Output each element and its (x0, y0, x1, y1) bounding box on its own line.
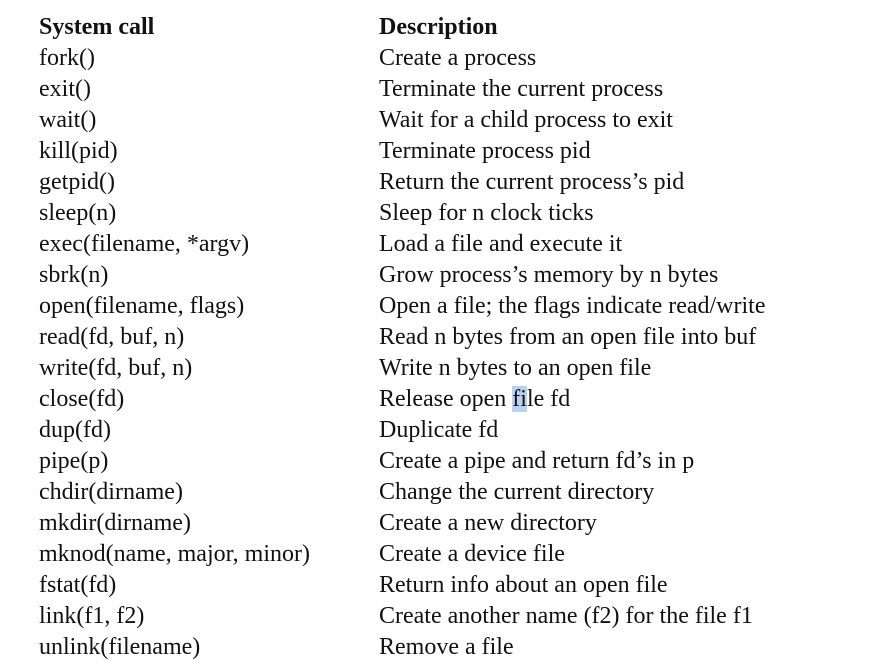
syscall-description[interactable]: Open a file; the flags indicate read/wri… (379, 293, 766, 319)
table-row: pipe(p) Create a pipe and return fd’s in … (39, 446, 859, 477)
syscall-name[interactable]: read(fd, buf, n) (39, 324, 185, 350)
table-row: mknod(name, major, minor) Create a device… (39, 539, 859, 570)
syscall-description[interactable]: Create a device file (379, 541, 565, 567)
table-row: close(fd) Release open file fd (39, 384, 859, 415)
syscall-description[interactable]: Remove a file (379, 634, 514, 660)
table-row: mkdir(dirname) Create a new directory (39, 508, 859, 539)
syscall-description[interactable]: Sleep for n clock ticks (379, 200, 594, 226)
syscall-name[interactable]: getpid() (39, 169, 115, 195)
syscall-name[interactable]: fork() (39, 45, 95, 71)
table-body: fork() Create a process exit() Terminate th… (39, 43, 859, 663)
syscall-name[interactable]: pipe(p) (39, 448, 109, 474)
table-row: kill(pid) Terminate process pid (39, 136, 859, 167)
text-selection[interactable]: fi (512, 386, 527, 412)
syscall-name[interactable]: write(fd, buf, n) (39, 355, 193, 381)
syscall-description[interactable]: Return info about an open file (379, 572, 668, 598)
syscall-description[interactable]: Write n bytes to an open file (379, 355, 652, 381)
syscall-description[interactable]: Release open file fd (379, 384, 570, 415)
syscall-description[interactable]: Terminate process pid (379, 138, 591, 164)
syscall-description[interactable]: Grow process’s memory by n bytes (379, 262, 719, 288)
table-row: open(filename, flags) Open a file; the fl… (39, 291, 859, 322)
syscall-table: System call Description fork() Create a p… (39, 12, 859, 663)
table-row: write(fd, buf, n) Write n bytes to an ope… (39, 353, 859, 384)
table-header: System call Description (39, 12, 859, 43)
syscall-description[interactable]: Read n bytes from an open file into buf (379, 324, 757, 350)
table-row: link(f1, f2) Create another name (f2) for… (39, 601, 859, 632)
syscall-name[interactable]: mkdir(dirname) (39, 510, 191, 536)
description-text-after-selection: le fd (526, 386, 571, 412)
syscall-name[interactable]: fstat(fd) (39, 572, 117, 598)
table-row: exec(filename, *argv) Load a file and exe… (39, 229, 859, 260)
syscall-description[interactable]: Create a pipe and return fd’s in p (379, 448, 695, 474)
header-description: Description (379, 14, 498, 40)
syscall-name[interactable]: kill(pid) (39, 138, 118, 164)
syscall-name[interactable]: dup(fd) (39, 417, 111, 443)
syscall-name[interactable]: close(fd) (39, 386, 125, 412)
table-row: fork() Create a process (39, 43, 859, 74)
syscall-name[interactable]: link(f1, f2) (39, 603, 145, 629)
table-row: sbrk(n) Grow process’s memory by n bytes (39, 260, 859, 291)
syscall-description[interactable]: Load a file and execute it (379, 231, 623, 257)
syscall-name[interactable]: wait() (39, 107, 97, 133)
table-row: read(fd, buf, n) Read n bytes from an ope… (39, 322, 859, 353)
description-text-before-selection: Release open (379, 386, 513, 412)
syscall-description[interactable]: Create another name (f2) for the file f1 (379, 603, 753, 629)
syscall-name[interactable]: unlink(filename) (39, 634, 201, 660)
table-row: sleep(n) Sleep for n clock ticks (39, 198, 859, 229)
header-system-call: System call (39, 14, 155, 40)
table-row: fstat(fd) Return info about an open file (39, 570, 859, 601)
syscall-description[interactable]: Wait for a child process to exit (379, 107, 673, 133)
table-row: exit() Terminate the current process (39, 74, 859, 105)
syscall-name[interactable]: chdir(dirname) (39, 479, 183, 505)
syscall-description[interactable]: Duplicate fd (379, 417, 499, 443)
syscall-name[interactable]: mknod(name, major, minor) (39, 541, 310, 567)
syscall-name[interactable]: exit() (39, 76, 91, 102)
table-row: dup(fd) Duplicate fd (39, 415, 859, 446)
table-row: chdir(dirname) Change the current directo… (39, 477, 859, 508)
syscall-description[interactable]: Create a process (379, 45, 537, 71)
syscall-name[interactable]: exec(filename, *argv) (39, 231, 250, 257)
syscall-description[interactable]: Create a new directory (379, 510, 597, 536)
syscall-description[interactable]: Change the current directory (379, 479, 655, 505)
syscall-name[interactable]: open(filename, flags) (39, 293, 245, 319)
table-row: wait() Wait for a child process to exit (39, 105, 859, 136)
table-row: getpid() Return the current process’s pid (39, 167, 859, 198)
syscall-name[interactable]: sbrk(n) (39, 262, 109, 288)
table-row: unlink(filename) Remove a file (39, 632, 859, 663)
syscall-description[interactable]: Terminate the current process (379, 76, 664, 102)
syscall-name[interactable]: sleep(n) (39, 200, 117, 226)
syscall-description[interactable]: Return the current process’s pid (379, 169, 685, 195)
